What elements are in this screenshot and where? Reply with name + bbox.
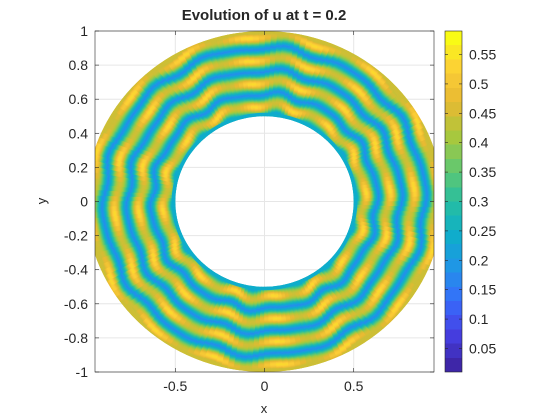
annulus-field	[95, 31, 434, 372]
